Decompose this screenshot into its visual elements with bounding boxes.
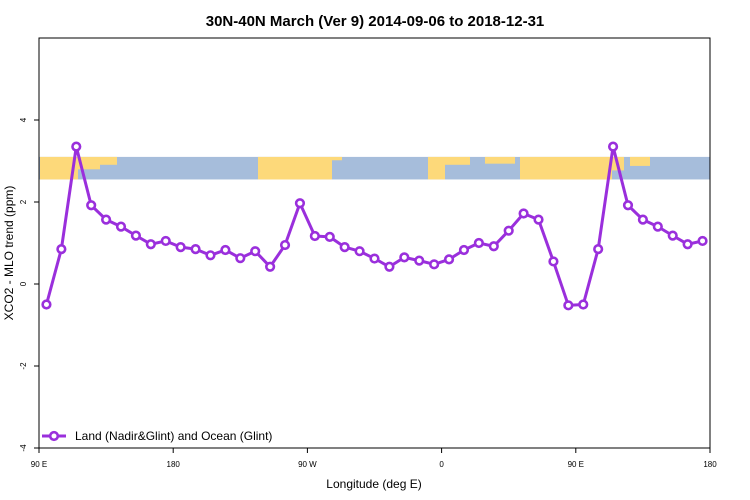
data-point [518,208,529,219]
map-land [630,156,650,166]
data-point [593,244,604,255]
data-point [622,200,634,211]
data-point [56,244,67,255]
data-point [175,242,186,253]
series-points [41,141,708,311]
data-point [697,235,708,247]
legend-label: Land (Nadir&Glint) and Ocean (Glint) [75,429,272,443]
x-axis-label: Longitude (deg E) [326,477,421,491]
map-land [258,156,332,180]
data-point [607,141,619,152]
data-point [399,252,410,263]
legend-marker [48,430,60,442]
data-point [578,299,589,310]
map-land [100,156,117,165]
data-point [563,300,574,311]
data-point [443,254,455,265]
x-tick-label: 180 [167,460,181,469]
data-point [369,253,380,264]
data-point [503,225,514,236]
data-point [309,230,320,242]
data-point [86,200,97,211]
y-tick-label: 2 [19,199,28,204]
data-point [473,237,484,249]
data-point [130,230,142,241]
x-tick-label: 0 [439,460,444,469]
map-land [520,156,612,180]
map-land [428,156,445,180]
data-point [458,244,470,256]
x-tick-label: 90 W [298,460,317,469]
data-point [220,244,231,256]
map-land [332,156,342,161]
y-tick-label: -4 [19,444,28,452]
legend: Land (Nadir&Glint) and Ocean (Glint) [42,429,272,443]
data-point [41,299,52,310]
data-point [652,221,663,232]
y-tick-label: -2 [19,362,28,370]
y-axis-label: XCO2 - MLO trend (ppm) [2,186,16,321]
data-point [384,261,395,272]
data-point [205,250,216,261]
data-point [235,253,246,264]
y-tick-label: 4 [19,117,28,122]
chart-title: 30N-40N March (Ver 9) 2014-09-06 to 2018… [206,13,545,30]
y-axis: -4 -2 0 2 4 [19,117,39,452]
x-tick-label: 180 [703,460,717,469]
y-tick-label: 0 [19,281,28,286]
plot-frame [38,37,711,449]
map-land [485,156,515,164]
data-point [533,214,544,225]
data-point [429,259,440,270]
data-point [682,239,693,250]
map-land [270,169,290,180]
data-point [294,198,306,209]
data-point [548,256,559,267]
x-tick-label: 90 E [568,460,584,469]
data-point [250,246,261,257]
data-point [667,230,678,241]
data-point [414,255,425,266]
map-land [40,156,78,180]
data-point [190,244,201,255]
data-point [71,141,82,152]
map-land [78,156,100,170]
x-axis: 90 E 180 90 W 0 90 E 180 [31,448,717,469]
data-point [115,221,127,232]
data-point [279,239,291,251]
data-point [354,246,365,257]
data-point [265,261,276,272]
data-point [145,239,156,250]
data-point [160,235,171,247]
data-point [339,242,350,253]
data-point [100,214,112,225]
data-point [324,231,335,242]
x-tick-label: 90 E [31,460,47,469]
data-point [488,241,499,252]
data-point [637,214,649,225]
map-strip [39,156,710,180]
map-land [445,156,470,165]
